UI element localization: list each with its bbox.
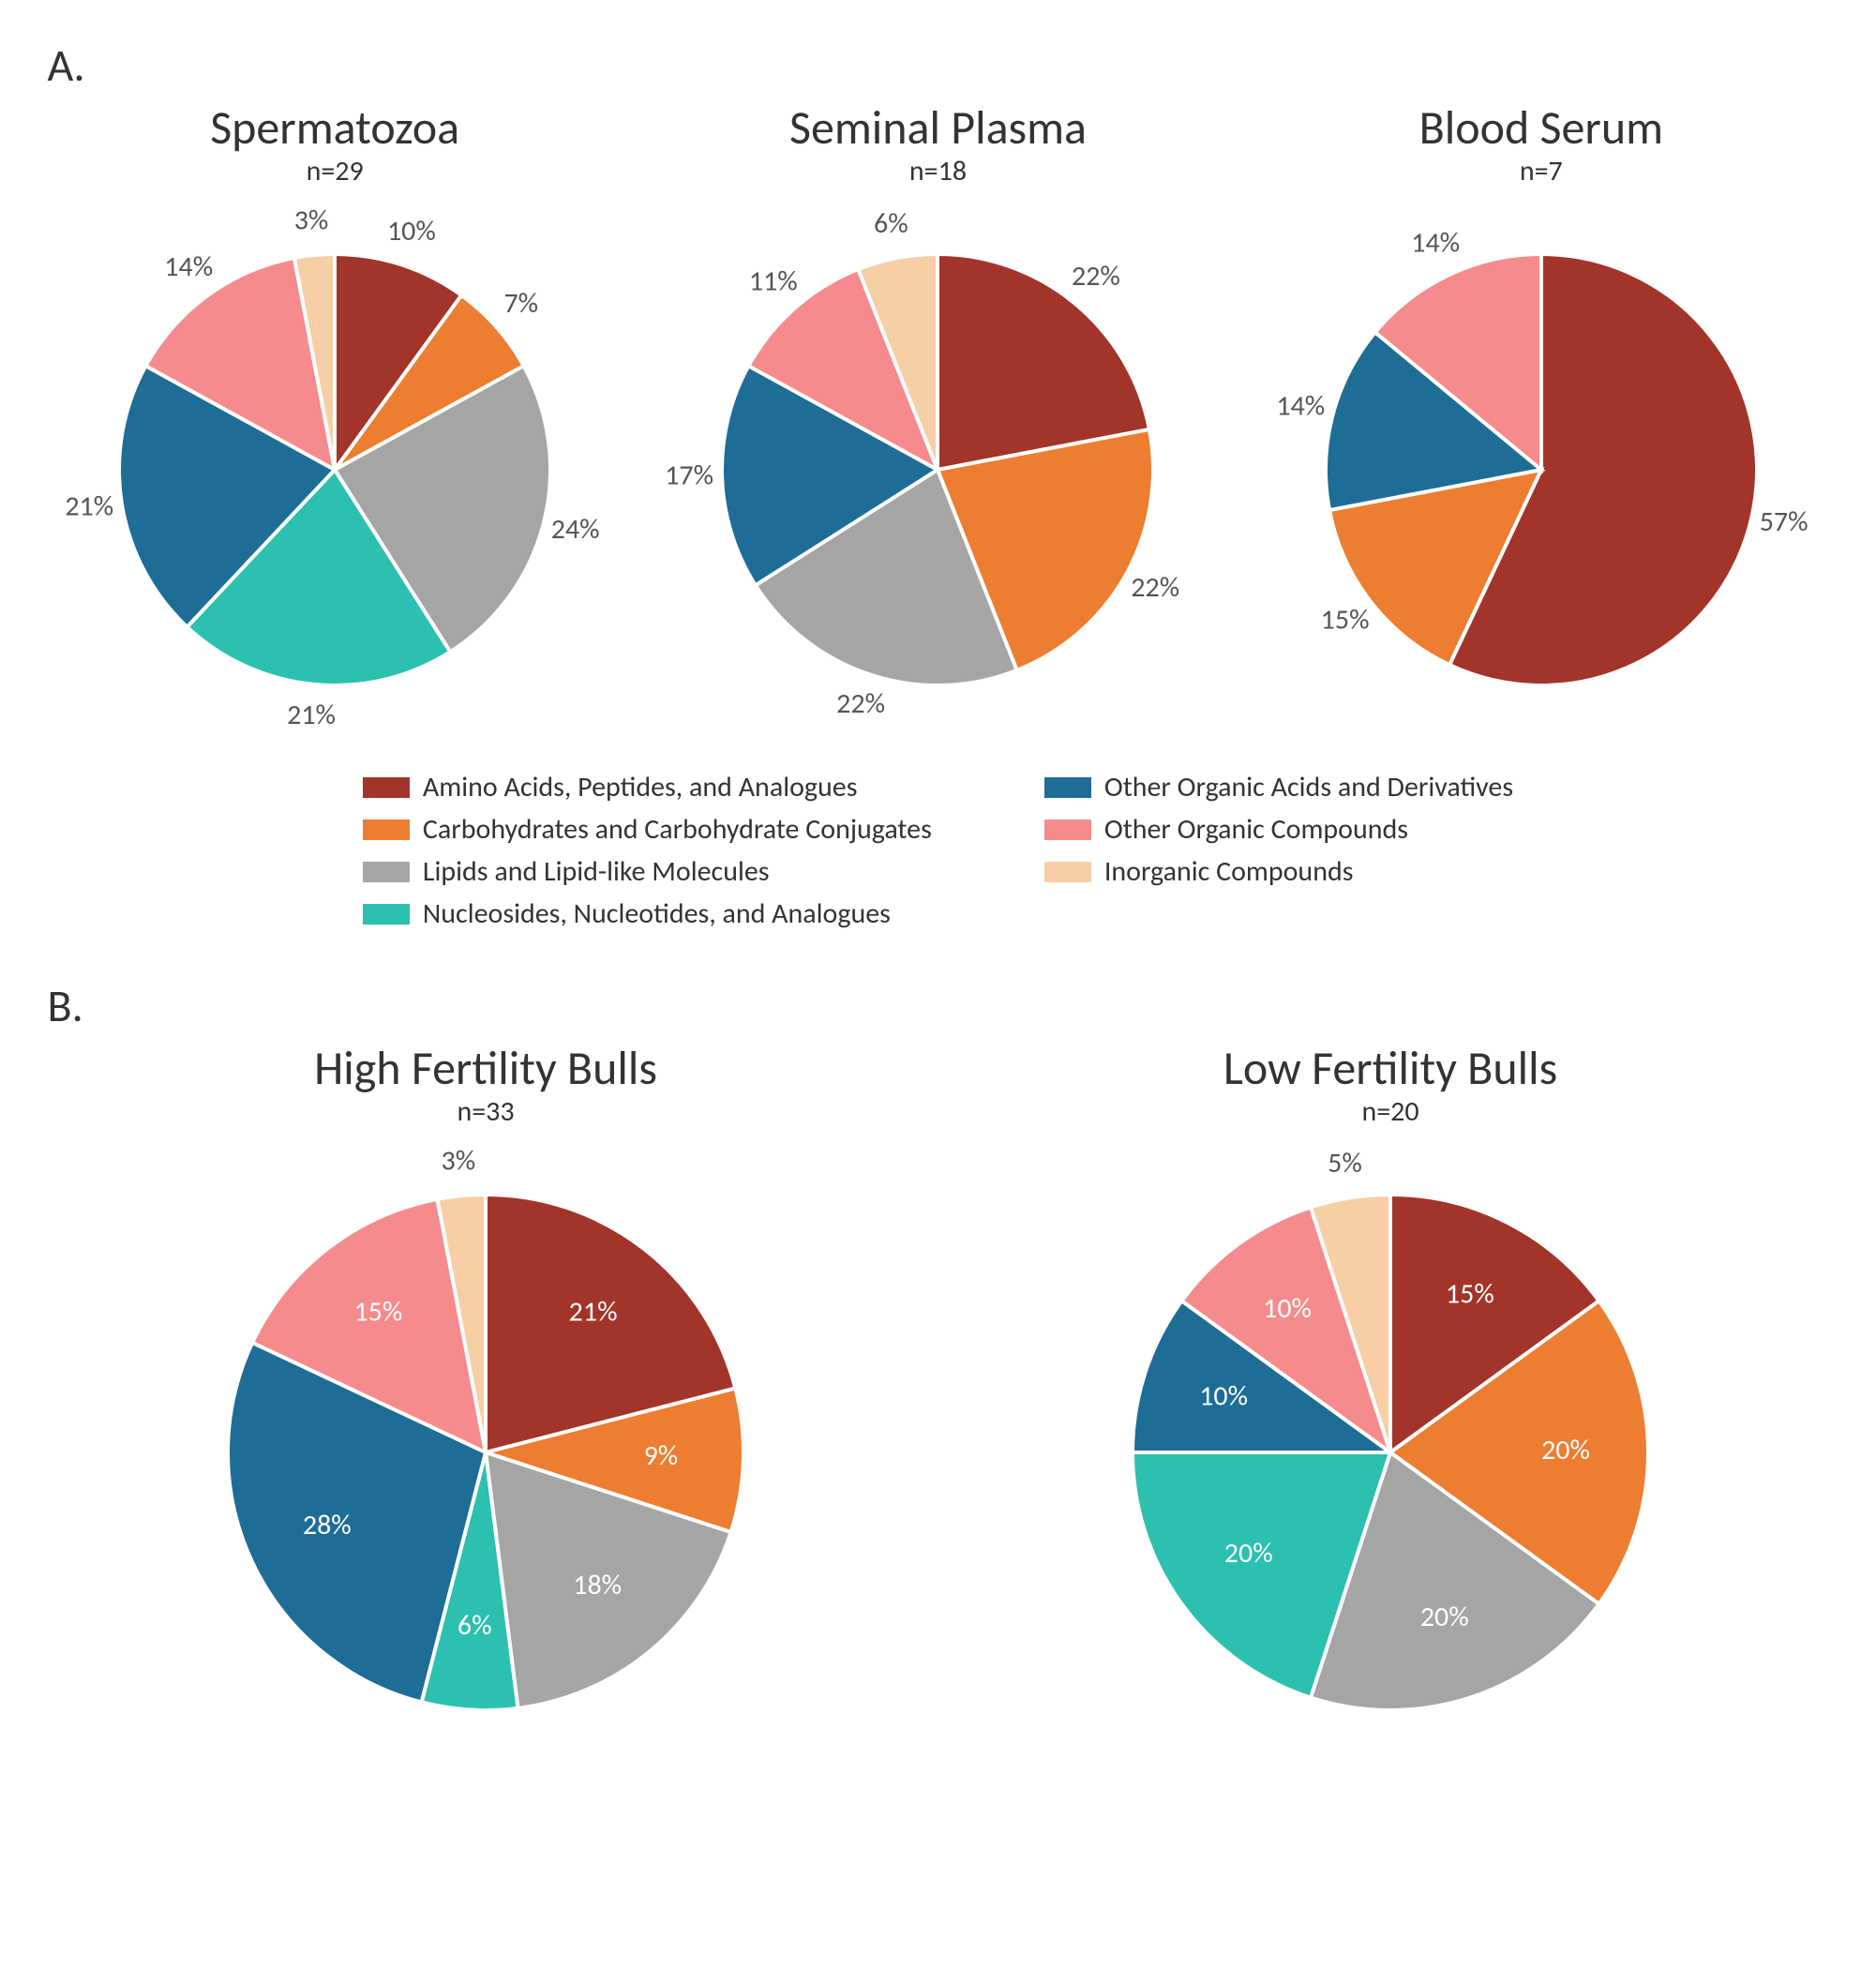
legend-swatch-inorg bbox=[1044, 862, 1091, 882]
legend-item-lipids: Lipids and Lipid-like Molecules bbox=[363, 854, 932, 889]
panel-a-row: Spermatozoan=29 10% 7% 24% 21% 21% 14% 3% Semina… bbox=[48, 102, 1829, 742]
spermatozoa-title: Spermatozoa bbox=[210, 102, 459, 154]
legend-swatch-otherOC bbox=[1044, 820, 1091, 840]
blood-slice-label-amino: 57% bbox=[1760, 504, 1808, 539]
legend-item-amino: Amino Acids, Peptides, and Analogues bbox=[363, 770, 932, 805]
seminal-title: Seminal Plasma bbox=[789, 102, 1087, 154]
panel-b-label: B. bbox=[48, 978, 1829, 1033]
legend-item-carb: Carbohydrates and Carbohydrate Conjugate… bbox=[363, 812, 932, 847]
legend-swatch-nucleo bbox=[363, 904, 410, 925]
seminal-slice-label-amino: 22% bbox=[1072, 259, 1120, 293]
spermatozoa-chart: Spermatozoan=29 10% 7% 24% 21% 21% 14% 3% bbox=[63, 102, 607, 742]
figure: A. Spermatozoan=29 10% 7% 24% 21% 21% 14% 3% Sem… bbox=[48, 38, 1829, 1767]
seminal-slice-label-lipids: 22% bbox=[837, 686, 886, 721]
seminal-slice-label-carb: 22% bbox=[1132, 570, 1180, 605]
spermatozoa-slice-label-carb: 7% bbox=[504, 286, 539, 321]
legend-swatch-carb bbox=[363, 820, 410, 840]
legend-label-otherOC: Other Organic Compounds bbox=[1104, 812, 1408, 847]
seminal-pie: 22% 22% 22% 17% 11% 6% bbox=[666, 198, 1209, 742]
legend-item-otherAD: Other Organic Acids and Derivatives bbox=[1044, 770, 1513, 805]
high-slice-label-amino: 21% bbox=[569, 1294, 618, 1329]
low-slice-label-carb: 20% bbox=[1541, 1433, 1590, 1467]
legend-label-carb: Carbohydrates and Carbohydrate Conjugate… bbox=[423, 812, 932, 847]
legend-item-otherOC: Other Organic Compounds bbox=[1044, 812, 1513, 847]
high-pie: 21% 9% 18% 6% 28% 15% 3% bbox=[172, 1138, 800, 1767]
high-slice-label-inorg: 3% bbox=[441, 1144, 475, 1179]
spermatozoa-pie: 10% 7% 24% 21% 21% 14% 3% bbox=[63, 198, 607, 742]
legend-label-nucleo: Nucleosides, Nucleotides, and Analogues bbox=[423, 896, 891, 931]
legend-label-amino: Amino Acids, Peptides, and Analogues bbox=[423, 770, 858, 805]
legend-label-lipids: Lipids and Lipid-like Molecules bbox=[423, 854, 770, 889]
low-slice-label-amino: 15% bbox=[1446, 1277, 1494, 1312]
legend-label-inorg: Inorganic Compounds bbox=[1104, 854, 1354, 889]
spermatozoa-slice-label-lipids: 24% bbox=[551, 512, 600, 547]
high-chart: High Fertility Bullsn=33 21% 9% 18% 6% 28% 15%… bbox=[172, 1043, 800, 1767]
panel-b-row: High Fertility Bullsn=33 21% 9% 18% 6% 28% 15%… bbox=[48, 1043, 1829, 1767]
panel-a-label: A. bbox=[48, 38, 1829, 93]
legend-column: Other Organic Acids and Derivatives Other… bbox=[1044, 770, 1513, 931]
legend-swatch-lipids bbox=[363, 862, 410, 882]
legend-swatch-otherAD bbox=[1044, 777, 1091, 798]
low-n-label: n=20 bbox=[1361, 1094, 1418, 1129]
blood-pie: 57% 15% 14% 14% bbox=[1269, 198, 1813, 742]
low-slice-label-otherAD: 10% bbox=[1199, 1378, 1248, 1413]
low-chart: Low Fertility Bullsn=20 15% 20% 20% 20% 10% 10… bbox=[1076, 1043, 1704, 1767]
legend-swatch-amino bbox=[363, 777, 410, 798]
seminal-slice-label-otherOC: 11% bbox=[749, 263, 798, 298]
blood-chart: Blood Serumn=7 57% 15% 14% 14% bbox=[1269, 102, 1813, 742]
seminal-slice-label-otherAD: 17% bbox=[666, 458, 713, 492]
seminal-n-label: n=18 bbox=[909, 154, 967, 188]
high-title: High Fertility Bulls bbox=[314, 1043, 657, 1094]
spermatozoa-slice-label-otherOC: 14% bbox=[164, 249, 213, 284]
legend-column: Amino Acids, Peptides, and Analogues Carb… bbox=[363, 770, 932, 931]
high-slice-label-carb: 9% bbox=[644, 1438, 679, 1473]
seminal-slice-label-inorg: 6% bbox=[875, 206, 909, 241]
blood-slice-label-otherOC: 14% bbox=[1411, 225, 1460, 260]
high-slice-label-nucleo: 6% bbox=[458, 1608, 492, 1643]
spermatozoa-n-label: n=29 bbox=[307, 154, 364, 188]
high-n-label: n=33 bbox=[457, 1094, 514, 1129]
high-slice-label-otherOC: 15% bbox=[353, 1294, 402, 1329]
low-slice-label-inorg: 5% bbox=[1328, 1146, 1362, 1180]
low-slice-label-nucleo: 20% bbox=[1224, 1536, 1273, 1571]
high-slice-label-otherAD: 28% bbox=[303, 1508, 352, 1542]
spermatozoa-slice-label-otherAD: 21% bbox=[65, 489, 113, 524]
blood-slice-label-otherAD: 14% bbox=[1276, 388, 1325, 423]
spermatozoa-slice-label-amino: 10% bbox=[387, 214, 436, 248]
low-title: Low Fertility Bulls bbox=[1223, 1043, 1557, 1094]
legend: Amino Acids, Peptides, and Analogues Carb… bbox=[48, 770, 1829, 931]
legend-item-inorg: Inorganic Compounds bbox=[1044, 854, 1513, 889]
low-slice-label-otherOC: 10% bbox=[1263, 1291, 1312, 1326]
legend-label-otherAD: Other Organic Acids and Derivatives bbox=[1104, 770, 1513, 805]
legend-item-nucleo: Nucleosides, Nucleotides, and Analogues bbox=[363, 896, 932, 931]
low-pie: 15% 20% 20% 20% 10% 10% 5% bbox=[1076, 1138, 1704, 1767]
blood-title: Blood Serum bbox=[1419, 102, 1663, 154]
high-slice-label-lipids: 18% bbox=[573, 1568, 622, 1602]
blood-n-label: n=7 bbox=[1520, 154, 1563, 188]
seminal-chart: Seminal Plasman=18 22% 22% 22% 17% 11% 6% bbox=[666, 102, 1209, 742]
spermatozoa-slice-label-inorg: 3% bbox=[294, 203, 329, 237]
low-slice-label-lipids: 20% bbox=[1420, 1600, 1469, 1634]
spermatozoa-slice-label-nucleo: 21% bbox=[287, 698, 336, 732]
blood-slice-label-carb: 15% bbox=[1320, 603, 1369, 638]
